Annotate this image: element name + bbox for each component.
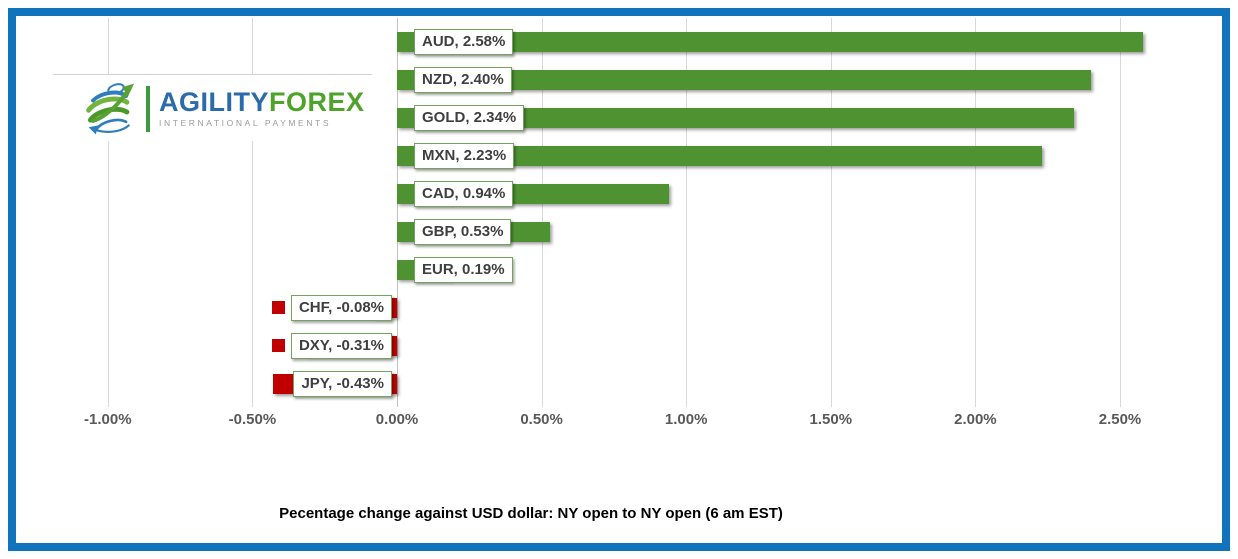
x-axis-tick-label: 0.50%: [520, 411, 563, 428]
logo-separator: [146, 85, 150, 132]
bar-label-mxn: MXN, 2.23%: [414, 142, 515, 169]
gridline: [252, 18, 254, 407]
x-axis-tick-label: 0.00%: [375, 411, 419, 428]
x-axis-tick-label: 1.50%: [809, 411, 853, 428]
bar-label-row-jpy: JPY, -0.43%: [274, 370, 392, 397]
agilityforex-logo: AGILITYFOREX INTERNATIONAL PAYMENTS: [53, 74, 372, 141]
bar-mxn: [397, 145, 1042, 166]
bar-label-nzd: NZD, 2.40%: [414, 66, 512, 93]
gridline: [975, 18, 977, 407]
bar-label-row-chf: CHF, -0.08%: [271, 294, 392, 321]
gridline: [541, 18, 543, 407]
x-axis-tick-label: -1.00%: [84, 411, 132, 428]
x-axis-tick-label: 1.00%: [664, 411, 708, 428]
x-axis-tick-label: 2.00%: [954, 411, 997, 428]
bar-label-gbp: GBP, 0.53%: [414, 218, 512, 245]
agilityforex-globe-icon: [86, 83, 135, 135]
bar-label-chf: CHF, -0.08%: [290, 294, 392, 321]
x-axis-tick-label: 2.50%: [1098, 411, 1142, 428]
bar-aud: [397, 31, 1144, 52]
logo-tagline: INTERNATIONAL PAYMENTS: [159, 118, 332, 128]
bar-label-jpy: JPY, -0.43%: [293, 370, 392, 397]
bar-label-dxy: DXY, -0.31%: [290, 332, 392, 359]
x-axis-tick-label: -0.50%: [228, 411, 277, 428]
bar-nzd: [397, 69, 1092, 90]
logo-brand-agility: AGILITY: [159, 87, 269, 117]
gridline: [830, 18, 832, 407]
chart-title: Pecentage change against USD dollar: NY …: [279, 505, 783, 522]
gridline: [107, 18, 109, 407]
bar-label-row-dxy: DXY, -0.31%: [271, 332, 392, 359]
zero-gridline: [397, 18, 398, 407]
bar-label-gold: GOLD, 2.34%: [414, 104, 525, 131]
logo-brand-text: AGILITYFOREX: [159, 87, 365, 117]
gridline: [686, 18, 688, 407]
legend-key-icon: [274, 377, 288, 390]
legend-key-icon: [271, 339, 285, 352]
bar-gold: [397, 107, 1074, 128]
bar-label-eur: EUR, 0.19%: [414, 256, 513, 283]
gridline: [1120, 18, 1121, 407]
bar-label-aud: AUD, 2.58%: [414, 28, 514, 55]
logo-brand-forex: FOREX: [269, 87, 365, 117]
bar-label-cad: CAD, 0.94%: [414, 180, 514, 207]
legend-key-icon: [271, 301, 285, 314]
